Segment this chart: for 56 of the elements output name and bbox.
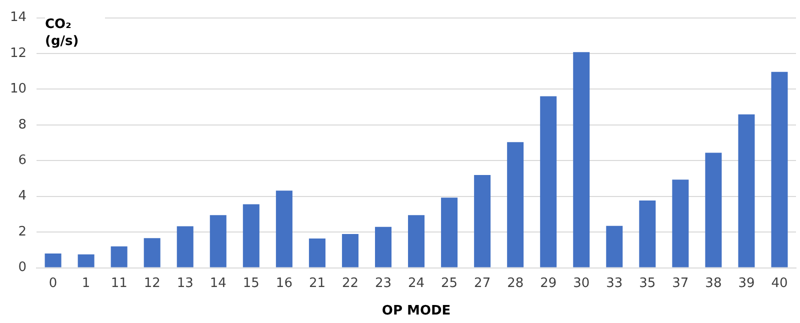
x-tick-label: 28 — [507, 276, 524, 291]
bar — [276, 190, 292, 268]
x-tick-label: 39 — [738, 276, 755, 291]
bar — [308, 238, 326, 268]
y-tick-label: 12 — [10, 46, 27, 61]
bar — [78, 254, 94, 268]
x-tick-label: 30 — [573, 276, 590, 291]
y-tick-label: 0 — [18, 260, 27, 276]
x-tick-label: 40 — [771, 276, 788, 291]
bar — [44, 254, 62, 268]
y-tick-label: 10 — [10, 82, 27, 97]
x-tick-label: 11 — [110, 276, 128, 291]
bar — [639, 200, 656, 268]
x-tick-label: 1 — [82, 276, 90, 291]
x-tick-label: 21 — [308, 276, 326, 291]
y-tick-label: 6 — [18, 153, 27, 168]
x-tick-label: 0 — [48, 276, 58, 291]
x-tick-label: 29 — [540, 276, 557, 291]
x-tick-label: 16 — [276, 276, 292, 291]
x-tick-label: 37 — [672, 276, 689, 291]
bar — [242, 204, 260, 268]
bar — [342, 234, 358, 268]
x-tick-label: 33 — [606, 276, 623, 291]
x-tick-label: 14 — [210, 276, 226, 291]
bar — [441, 198, 458, 268]
bar — [210, 215, 226, 268]
bar — [672, 180, 689, 268]
x-tick-label: 27 — [474, 276, 491, 291]
bar — [738, 114, 755, 268]
x-tick-label: 25 — [441, 276, 458, 291]
x-tick-label: 15 — [242, 276, 260, 291]
bar — [507, 142, 524, 268]
bar — [474, 174, 491, 268]
x-tick-label: 35 — [639, 276, 656, 291]
x-tick-label: 24 — [408, 276, 425, 291]
bar — [408, 215, 425, 268]
bar — [573, 52, 590, 268]
x-tick-label: 23 — [374, 276, 392, 291]
y-tick-label: 8 — [18, 117, 27, 132]
bar — [606, 226, 623, 268]
bar — [540, 96, 557, 268]
bar — [771, 72, 788, 268]
bar — [110, 246, 128, 268]
y-axis-title: CO₂ (g/s) — [45, 16, 105, 50]
x-tick-label: 12 — [144, 276, 160, 291]
bar — [176, 226, 194, 268]
y-tick-label: 14 — [10, 10, 27, 26]
x-axis-title: OP MODE — [382, 304, 451, 319]
bar — [705, 152, 722, 268]
y-tick-label: 2 — [18, 224, 27, 240]
bar — [374, 226, 392, 268]
x-tick-label: 38 — [705, 276, 722, 291]
x-tick-label: 22 — [342, 276, 359, 291]
bar — [144, 238, 160, 268]
x-tick-label: 13 — [176, 276, 194, 291]
y-tick-label: 4 — [18, 188, 27, 204]
